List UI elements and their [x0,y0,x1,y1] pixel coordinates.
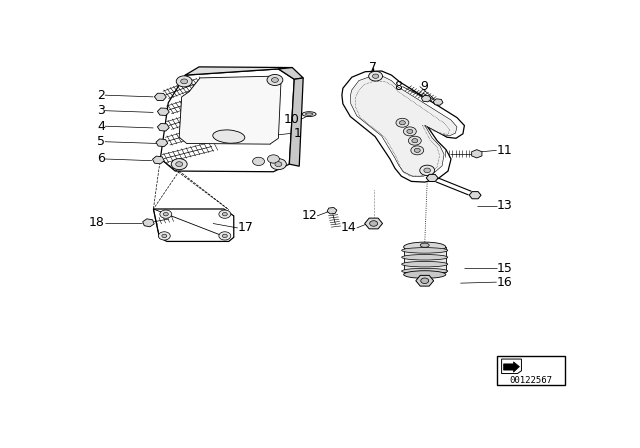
Text: 1: 1 [293,127,301,140]
Circle shape [172,159,187,170]
Ellipse shape [302,112,316,116]
Circle shape [222,212,227,216]
Circle shape [176,162,182,167]
Text: 15: 15 [497,262,513,275]
Text: 14: 14 [341,221,356,234]
Circle shape [176,76,192,87]
Polygon shape [161,69,294,172]
Text: 00122567: 00122567 [509,376,552,385]
Ellipse shape [404,242,446,252]
Text: 16: 16 [497,276,513,289]
Polygon shape [289,78,303,166]
Circle shape [372,74,379,78]
Polygon shape [179,76,281,144]
Text: 6: 6 [97,152,105,165]
Polygon shape [154,209,234,241]
Circle shape [253,157,264,165]
Circle shape [399,121,405,125]
Polygon shape [404,247,446,272]
Polygon shape [185,67,292,75]
Polygon shape [156,139,168,146]
Circle shape [271,159,286,170]
Circle shape [163,212,168,216]
Ellipse shape [402,248,448,253]
Text: 3: 3 [97,104,105,117]
Text: 18: 18 [89,216,105,229]
Polygon shape [157,124,169,131]
Circle shape [267,74,283,86]
Circle shape [407,129,413,134]
Polygon shape [152,156,164,164]
Text: 12: 12 [301,209,317,222]
Circle shape [424,168,431,172]
Polygon shape [472,150,482,158]
Circle shape [396,118,409,127]
Text: 5: 5 [97,135,105,148]
Circle shape [222,234,227,237]
Polygon shape [502,359,522,374]
Circle shape [219,232,231,240]
Polygon shape [350,76,457,176]
Circle shape [162,234,167,237]
Circle shape [180,79,188,84]
Circle shape [275,162,282,167]
Ellipse shape [402,262,448,267]
Text: 9: 9 [420,80,428,93]
Circle shape [268,155,280,163]
Polygon shape [143,219,154,227]
Circle shape [403,127,416,136]
Text: 13: 13 [497,199,513,212]
Circle shape [420,165,435,176]
Circle shape [219,210,231,218]
Text: 11: 11 [497,144,513,157]
Ellipse shape [212,130,245,143]
Text: 8: 8 [394,80,403,93]
Ellipse shape [402,254,448,260]
Ellipse shape [420,243,429,247]
Circle shape [369,71,383,81]
Text: 4: 4 [97,120,105,133]
Circle shape [412,138,418,143]
Text: 10: 10 [284,113,300,126]
Circle shape [420,278,429,284]
Polygon shape [433,99,443,105]
Text: 17: 17 [237,221,253,234]
Circle shape [370,221,378,226]
Polygon shape [278,68,303,79]
Polygon shape [426,174,438,181]
Circle shape [414,148,420,152]
Polygon shape [342,71,465,182]
Circle shape [408,136,421,145]
Polygon shape [421,95,431,102]
Circle shape [160,210,172,218]
Ellipse shape [404,271,446,278]
Polygon shape [154,93,166,100]
Circle shape [158,232,170,240]
Ellipse shape [402,268,448,274]
Bar [497,356,565,385]
Circle shape [271,78,278,82]
Polygon shape [469,192,481,199]
Text: 7: 7 [369,61,376,74]
Text: 2: 2 [97,89,105,102]
Polygon shape [157,108,169,116]
Polygon shape [504,362,520,372]
Circle shape [411,146,424,155]
Polygon shape [327,207,337,214]
Ellipse shape [305,113,313,115]
